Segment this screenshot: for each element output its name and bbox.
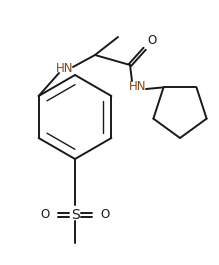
Text: HN: HN <box>129 81 147 94</box>
Text: O: O <box>100 209 110 222</box>
Text: O: O <box>147 34 157 47</box>
Text: S: S <box>71 208 79 222</box>
Text: HN: HN <box>56 63 74 76</box>
Text: O: O <box>40 209 50 222</box>
